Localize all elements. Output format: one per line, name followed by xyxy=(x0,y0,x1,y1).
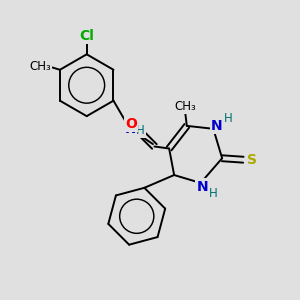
Text: O: O xyxy=(125,117,137,131)
Text: CH₃: CH₃ xyxy=(175,100,196,112)
Text: Cl: Cl xyxy=(79,29,94,43)
Text: N: N xyxy=(125,122,137,136)
Text: N: N xyxy=(196,179,208,194)
Text: H: H xyxy=(224,112,233,125)
Text: S: S xyxy=(247,153,256,167)
Text: H: H xyxy=(208,187,217,200)
Text: H: H xyxy=(136,124,145,137)
Text: CH₃: CH₃ xyxy=(29,60,51,73)
Text: N: N xyxy=(211,119,223,133)
